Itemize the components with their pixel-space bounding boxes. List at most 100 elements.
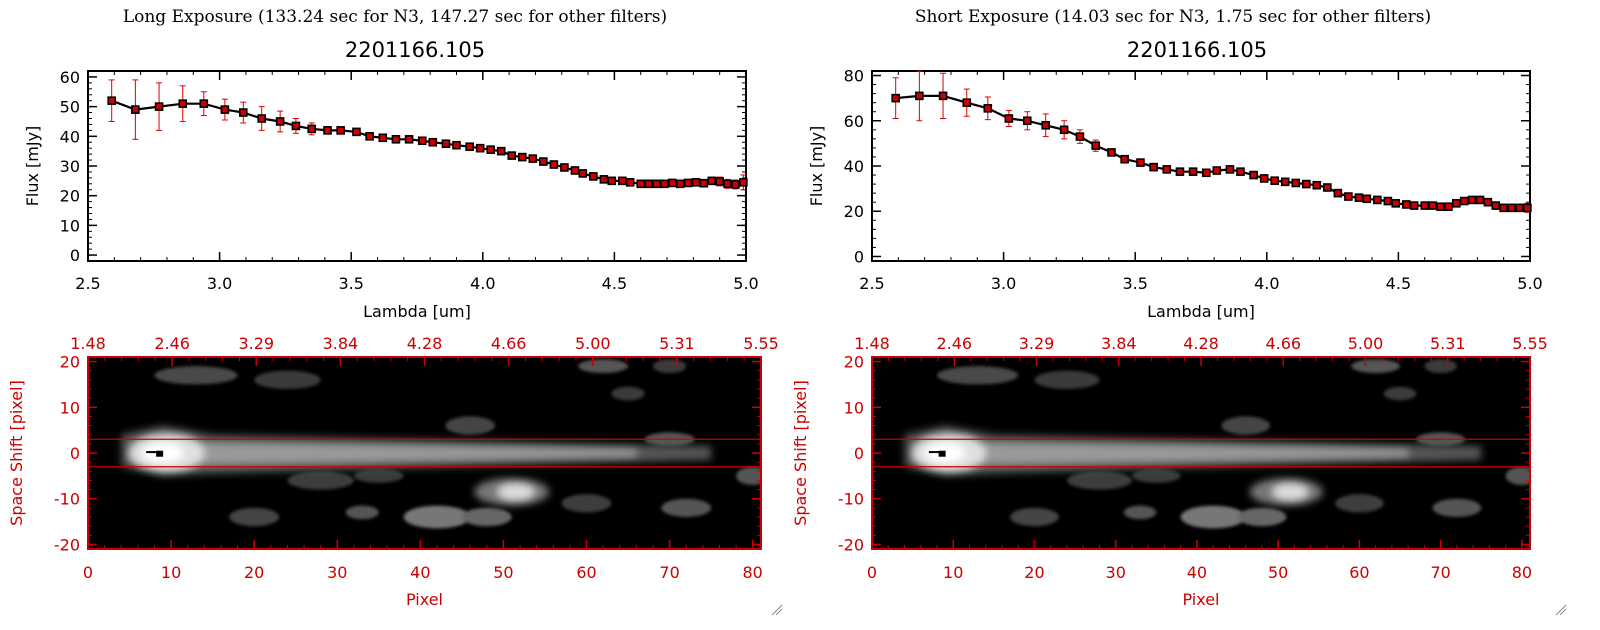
y-tick-label: 40 — [844, 157, 864, 176]
spectral-trace — [904, 425, 1482, 476]
data-point — [962, 98, 972, 107]
top-tick-label: 3.84 — [1101, 334, 1137, 353]
data-point — [570, 166, 580, 175]
x-tick-label: 60 — [576, 563, 596, 582]
data-point — [1491, 201, 1501, 210]
y-tick-label: 0 — [854, 247, 864, 266]
x-tick-label: 30 — [1106, 563, 1126, 582]
data-point — [660, 179, 669, 189]
object-name-long: 2201166.105 — [345, 38, 485, 62]
noise-blob — [1505, 466, 1530, 485]
spectral-image-short: 0 10 20 30 40 50 60 70 80 1.48 2.46 3.29 3.84 4.28 4.6… — [791, 334, 1548, 609]
noise-blob — [1010, 507, 1059, 527]
x-tick-label: 4.5 — [602, 274, 627, 293]
data-point — [1483, 197, 1493, 207]
data-point — [1312, 180, 1322, 190]
data-point — [507, 151, 517, 160]
spectrum-plot-long: 2.5 3.0 3.5 4.0 4.5 5.0 0 10 20 30 40 50 60 Lambda [u… — [23, 68, 759, 321]
noise-blob — [1335, 494, 1384, 513]
data-point — [1225, 165, 1235, 174]
x-tick-label: 60 — [1349, 563, 1369, 582]
data-point — [1059, 125, 1069, 135]
data-point — [1515, 203, 1524, 213]
data-point — [617, 176, 627, 186]
data-point — [1436, 202, 1445, 212]
data-point — [452, 140, 461, 150]
data-point — [352, 127, 361, 137]
y-tick-label: 30 — [60, 157, 80, 176]
data-point — [589, 172, 598, 181]
data-point — [1523, 203, 1532, 213]
data-point — [549, 160, 559, 169]
data-point — [691, 178, 701, 187]
x-tick-label: 4.0 — [1254, 274, 1279, 293]
top-tick-label: 5.55 — [743, 334, 779, 353]
y-tick-label: 60 — [60, 68, 80, 87]
data-point — [323, 126, 332, 135]
data-point — [915, 91, 924, 101]
x-tick-label: 40 — [1187, 563, 1207, 582]
y-axis-label: Flux [mJy] — [23, 126, 42, 207]
data-point — [1444, 202, 1453, 212]
top-tick-label: 2.46 — [154, 334, 190, 353]
x-tick-label: 3.0 — [207, 274, 232, 293]
noise-blob — [578, 359, 629, 373]
noise-blob — [229, 507, 280, 527]
data-point — [131, 105, 140, 114]
top-tick-label: 2.46 — [936, 334, 972, 353]
y-axis-label: Space Shift [pixel] — [791, 380, 810, 526]
noise-blob — [1131, 469, 1181, 483]
noise-blob — [1237, 507, 1287, 527]
y-tick-label: 20 — [60, 353, 80, 372]
top-tick-label: 4.66 — [491, 334, 527, 353]
panel-title-long: Long Exposure (133.24 sec for N3, 147.27… — [123, 7, 667, 27]
data-point — [1333, 188, 1343, 198]
noise-blob — [936, 366, 1019, 385]
data-point — [607, 176, 617, 186]
data-point — [417, 136, 427, 146]
top-tick-label: 5.55 — [1512, 334, 1548, 353]
x-tick-label: 80 — [1512, 563, 1532, 582]
top-tick-label: 1.48 — [70, 334, 106, 353]
center-marker — [938, 450, 946, 457]
resize-grip-right[interactable] — [1555, 604, 1567, 616]
data-point — [723, 179, 732, 189]
top-tick-label: 4.28 — [1183, 334, 1219, 353]
data-point — [675, 179, 685, 189]
noise-blob — [461, 507, 512, 527]
image-content — [904, 359, 1530, 529]
data-point — [291, 121, 301, 131]
secondary-source — [1249, 478, 1323, 506]
y-tick-label: -20 — [838, 535, 864, 554]
data-point — [1091, 141, 1101, 150]
noise-blob — [652, 359, 687, 373]
x-tick-label: 20 — [1024, 563, 1044, 582]
data-point — [1075, 132, 1085, 141]
data-point — [486, 145, 495, 154]
noise-blob — [353, 469, 404, 483]
data-point — [1507, 203, 1516, 213]
y-tick-label: -10 — [838, 490, 864, 509]
data-point — [475, 143, 485, 153]
data-point — [336, 126, 345, 135]
y-tick-label: 40 — [60, 127, 80, 146]
top-tick-label: 3.29 — [238, 334, 274, 353]
data-point — [636, 179, 646, 189]
y-tick-label: 20 — [844, 202, 864, 221]
y-tick-label: 0 — [70, 444, 80, 463]
data-point — [199, 99, 209, 108]
noise-blob — [445, 416, 496, 435]
noise-blob — [254, 370, 321, 389]
data-point — [107, 96, 116, 105]
noise-blobs — [936, 359, 1530, 529]
data-point — [404, 134, 414, 144]
noise-blob — [1432, 498, 1482, 517]
x-tick-label: 30 — [327, 563, 347, 582]
resize-grip-left[interactable] — [771, 604, 783, 616]
x-tick-label: 3.5 — [1122, 274, 1147, 293]
data-point — [731, 180, 740, 189]
data-point — [1409, 201, 1419, 210]
x-tick-label: 0 — [867, 563, 877, 582]
trace-body — [146, 441, 637, 465]
x-tick-label: 3.5 — [338, 274, 363, 293]
